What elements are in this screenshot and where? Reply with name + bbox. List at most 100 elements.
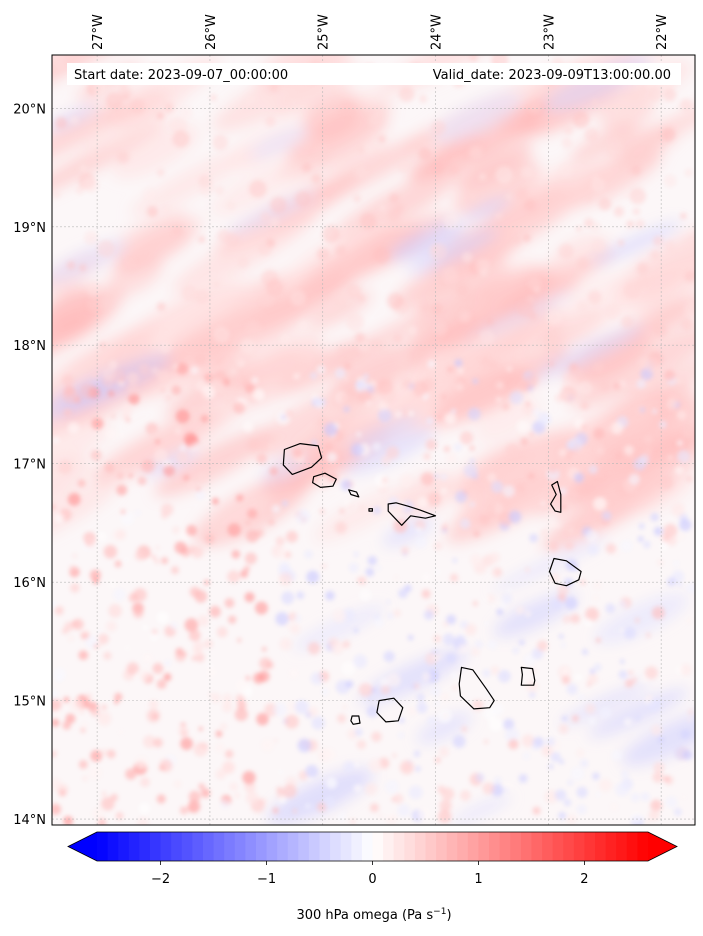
- field-cell: [577, 693, 585, 701]
- field-cell: [121, 404, 133, 416]
- field-cell: [668, 455, 673, 460]
- field-cell: [90, 749, 103, 762]
- field-cell: [244, 552, 257, 565]
- field-cell: [558, 724, 569, 734]
- field-cell: [124, 557, 129, 562]
- field-cell: [78, 759, 88, 770]
- field-cell: [219, 723, 228, 731]
- field-cell: [624, 678, 634, 688]
- field-cell: [54, 513, 65, 523]
- colorbar-cell: [319, 832, 331, 861]
- field-cell: [210, 692, 221, 703]
- field-cell: [554, 789, 567, 801]
- field-cell: [222, 760, 236, 774]
- field-cell: [101, 797, 115, 811]
- field-cell: [125, 645, 130, 651]
- field-cell: [242, 770, 256, 785]
- field-cell: [79, 383, 96, 400]
- field-cell: [310, 372, 318, 380]
- field-cell: [518, 774, 528, 783]
- field-cell: [311, 173, 322, 184]
- field-cell: [99, 297, 112, 311]
- field-cell: [247, 508, 258, 519]
- field-cell: [289, 98, 298, 107]
- field-cell: [450, 671, 458, 679]
- field-cell: [438, 709, 452, 723]
- field-cell: [421, 589, 431, 599]
- field-cell: [464, 623, 477, 636]
- field-cell: [505, 443, 520, 458]
- field-cell: [399, 760, 414, 775]
- field-cell: [172, 526, 180, 534]
- field-cell: [72, 618, 84, 630]
- field-cell: [599, 380, 611, 392]
- field-streak: [416, 712, 473, 745]
- field-cell: [414, 536, 428, 549]
- field-cell: [504, 787, 510, 793]
- colorbar-cell: [605, 832, 617, 861]
- field-cell: [449, 573, 459, 582]
- field-cell: [643, 434, 653, 444]
- field-cell: [461, 726, 468, 733]
- field-cell: [540, 529, 548, 537]
- field-cell: [567, 526, 575, 535]
- field-cell: [647, 86, 663, 102]
- field-cell: [486, 317, 494, 325]
- field-cell: [558, 243, 574, 259]
- field-cell: [469, 553, 483, 567]
- field-cell: [172, 130, 190, 148]
- field-cell: [444, 412, 457, 425]
- lon-tick-label: 27°W: [91, 14, 106, 50]
- field-cell: [245, 320, 262, 338]
- field-cell: [146, 206, 158, 218]
- field-cell: [363, 143, 376, 155]
- field-cell: [561, 137, 573, 149]
- field-cell: [245, 675, 251, 681]
- field-cell: [106, 749, 116, 759]
- field-cell: [516, 419, 530, 433]
- lat-tick-label: 16°N: [13, 576, 46, 591]
- field-cell: [297, 319, 310, 331]
- field-cell: [164, 103, 174, 113]
- field-streak: [463, 197, 510, 222]
- lon-tick-label: 24°W: [430, 14, 445, 50]
- field-cell: [624, 627, 636, 640]
- field-cell: [212, 134, 228, 151]
- field-cell: [244, 592, 255, 603]
- field-cell: [53, 710, 62, 719]
- field-cell: [356, 739, 367, 750]
- field-streak: [591, 221, 682, 265]
- field-cell: [237, 638, 242, 643]
- field-cell: [513, 345, 526, 358]
- colorbar-ticks: −2 −1 0 1 2: [151, 861, 589, 887]
- field-cell: [471, 647, 480, 656]
- field-cell: [96, 531, 107, 542]
- field-cell: [381, 476, 389, 484]
- field-cell: [529, 102, 541, 114]
- field-cell: [135, 509, 142, 516]
- colorbar-cell: [595, 832, 607, 861]
- field-cell: [125, 258, 137, 271]
- field-cell: [548, 541, 559, 552]
- field-cell: [159, 759, 173, 772]
- field-cell: [576, 748, 585, 758]
- map-gridlines: [52, 55, 695, 825]
- field-cell: [474, 640, 483, 649]
- field-cell: [63, 816, 74, 825]
- field-cell: [353, 194, 361, 203]
- field-cell: [475, 258, 491, 274]
- field-cell: [501, 593, 513, 604]
- field-cell: [191, 656, 196, 661]
- field-cell: [359, 589, 372, 602]
- field-cell: [437, 785, 446, 794]
- field-cell: [64, 621, 74, 632]
- field-cell: [226, 201, 236, 211]
- field-cell: [194, 289, 210, 305]
- field-cell: [104, 427, 118, 441]
- field-cell: [531, 743, 539, 751]
- field-cell: [558, 163, 573, 178]
- field-cell: [234, 707, 248, 722]
- colorbar-tick-label: 1: [474, 872, 482, 887]
- colorbar-tick-label: −2: [151, 872, 170, 887]
- colorbar-tick-label: 0: [368, 872, 376, 887]
